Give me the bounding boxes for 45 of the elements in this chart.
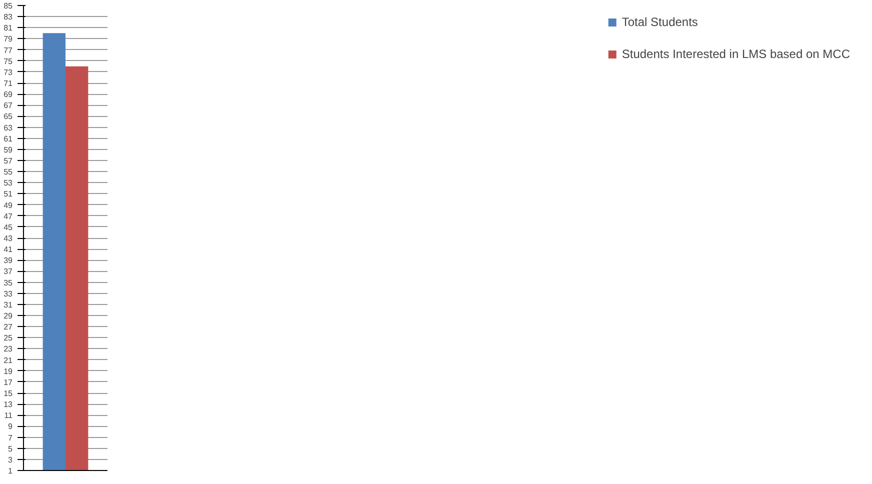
y-tick-label: 11 [4, 411, 14, 420]
y-tick-label: 31 [4, 300, 14, 310]
legend-label: Total Students [622, 15, 698, 29]
y-tick-label: 25 [4, 334, 14, 343]
y-tick-label: 19 [4, 366, 14, 376]
y-tick-label: 15 [4, 389, 14, 398]
y-tick-label: 51 [4, 190, 14, 199]
y-tick-label: 73 [4, 68, 14, 77]
y-tick-label: 71 [4, 79, 14, 88]
y-tick-label: 43 [4, 234, 14, 243]
y-tick-label: 79 [4, 34, 14, 44]
y-tick-label: 29 [4, 312, 14, 320]
y-tick-label: 23 [4, 344, 14, 354]
y-tick-label: 21 [4, 356, 14, 365]
y-tick-label: 7 [8, 433, 14, 442]
y-tick-label: 17 [4, 378, 14, 387]
y-tick-label: 5 [8, 444, 14, 454]
legend-label: Students Interested in LMS based on MCC [622, 47, 850, 61]
y-tick-label: 49 [4, 200, 14, 210]
y-tick-label: 75 [4, 56, 14, 66]
y-tick-label: 81 [4, 24, 14, 33]
y-tick-label: 85 [4, 2, 14, 10]
y-tick-label: 63 [4, 123, 14, 132]
y-tick-label: 65 [4, 112, 14, 122]
y-tick-label: 57 [4, 156, 14, 166]
y-tick-label: 3 [8, 455, 14, 464]
y-tick-label: 55 [4, 168, 14, 177]
y-tick-label: 83 [4, 12, 14, 22]
y-tick-label: 33 [4, 289, 14, 298]
y-tick-label: 37 [4, 267, 14, 276]
y-tick-label: 39 [4, 256, 14, 266]
y-tick-label: 61 [4, 134, 14, 144]
y-tick-label: 13 [4, 400, 14, 410]
y-tick-label: 69 [4, 90, 14, 100]
y-tick-label: 59 [4, 145, 14, 154]
y-tick-label: 9 [8, 422, 14, 432]
y-tick-label: 35 [4, 278, 14, 288]
y-tick-label: 77 [4, 46, 14, 55]
y-tick-label: 67 [4, 101, 14, 110]
y-tick-label: 27 [4, 322, 14, 332]
y-tick-label: 53 [4, 178, 14, 188]
y-tick-label: 45 [4, 222, 14, 232]
y-tick-label: 41 [4, 245, 14, 254]
y-tick-label: 1 [8, 466, 14, 476]
y-tick-label: 47 [4, 212, 14, 221]
